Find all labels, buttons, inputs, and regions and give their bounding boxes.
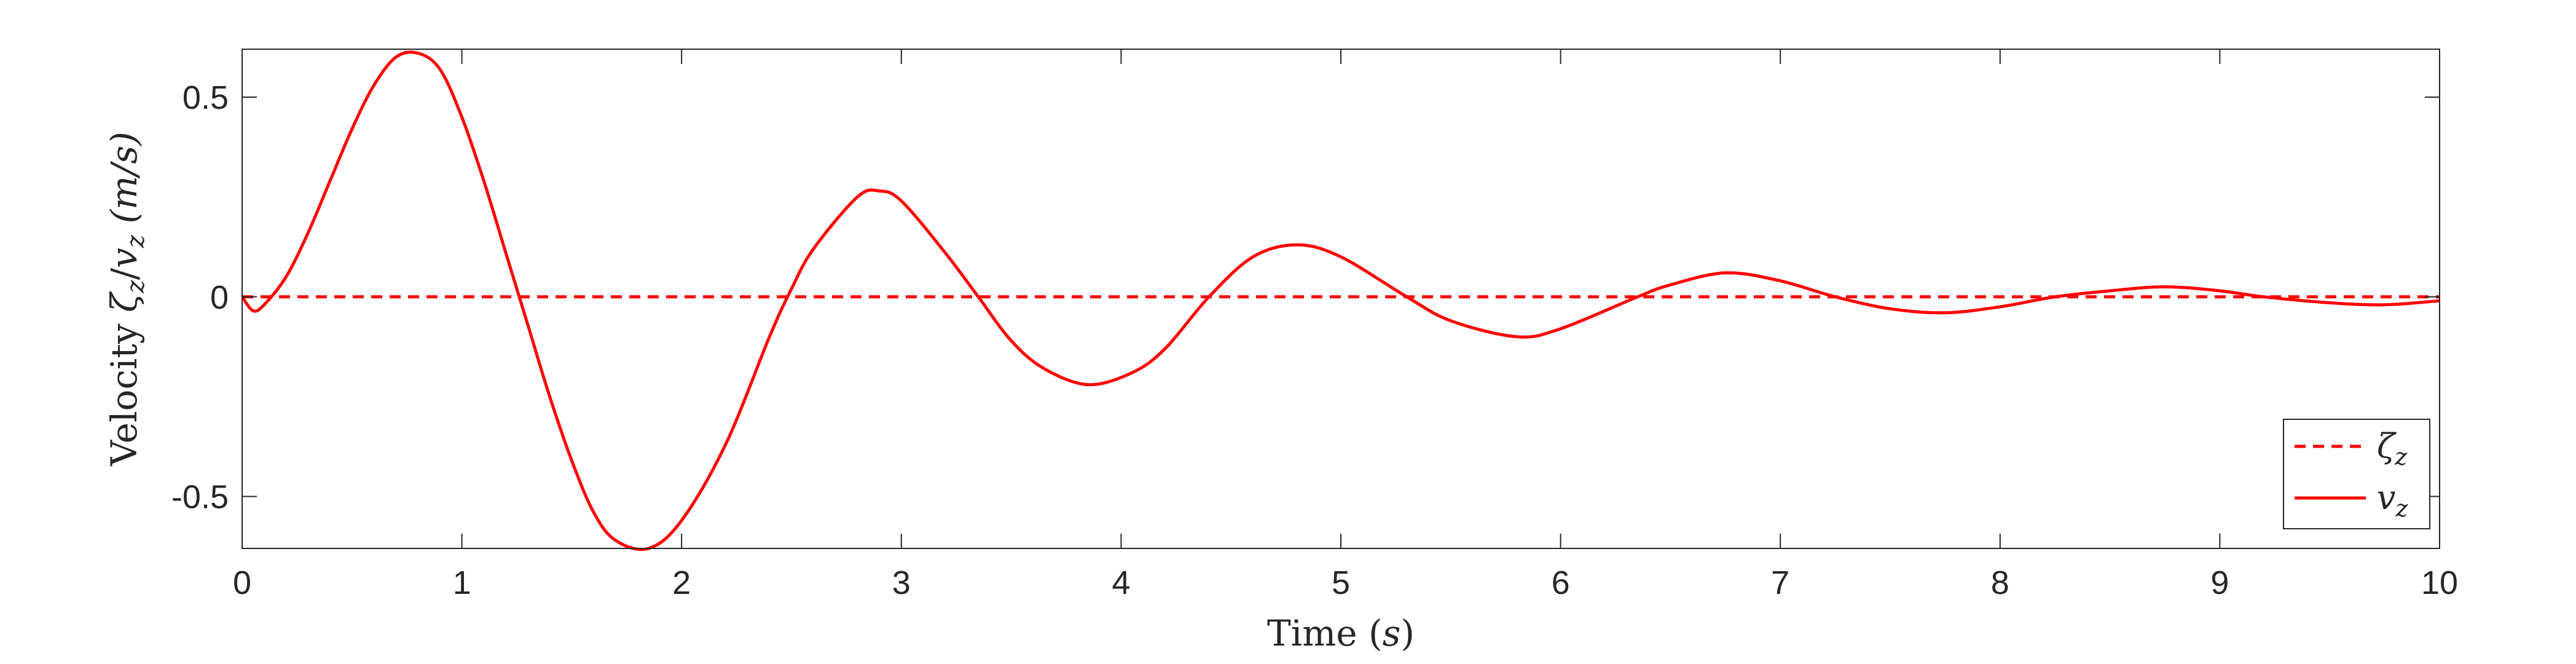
x-tick-label: 1 xyxy=(453,564,471,601)
y-tick-label: 0.5 xyxy=(183,79,229,116)
y-axis-label-v: v xyxy=(103,248,145,268)
legend-label-v-main: v xyxy=(2377,478,2396,517)
legend-label-zeta: ζz xyxy=(2377,427,2408,470)
ticks-layer: 0 1 2 3 4 5 6 7 8 9 10 -0.5 0 0.5 xyxy=(171,49,2458,601)
y-axis-label-zeta-sub: z xyxy=(122,280,150,294)
x-tick-label: 4 xyxy=(1112,564,1130,601)
x-tick-label: 5 xyxy=(1332,564,1350,601)
series-line-v-z xyxy=(240,50,2440,551)
y-tick-label: -0.5 xyxy=(171,479,229,516)
legend-label-zeta-sub: z xyxy=(2394,443,2408,470)
y-axis-label-slash: / xyxy=(103,267,145,280)
x-tick-label: 10 xyxy=(2421,564,2458,601)
y-axis-label: Velocity ζz/vz (m/s) xyxy=(103,132,150,467)
x-axis-label-prefix: Time ( xyxy=(1267,612,1383,654)
y-axis-label-unit: (m/s) xyxy=(103,132,145,235)
x-tick-label: 8 xyxy=(1991,564,2009,601)
x-tick-label: 7 xyxy=(1771,564,1789,601)
legend-label-v-sub: z xyxy=(2395,495,2409,522)
x-axis-label: Time (s) xyxy=(1267,612,1415,654)
y-axis-label-zeta: ζ xyxy=(103,291,145,312)
x-tick-label: 6 xyxy=(1552,564,1570,601)
legend-label-zeta-main: ζ xyxy=(2377,427,2397,465)
y-axis-label-prefix: Velocity xyxy=(103,312,145,467)
series-layer xyxy=(240,50,2440,551)
x-tick-label: 9 xyxy=(2210,564,2229,601)
y-axis-label-v-sub: z xyxy=(122,234,150,248)
x-axis-label-unit: s xyxy=(1383,612,1401,654)
y-tick-label: 0 xyxy=(210,279,229,316)
legend: ζz vz xyxy=(2283,419,2430,529)
x-tick-label: 0 xyxy=(233,564,251,601)
legend-label-v: vz xyxy=(2377,478,2409,522)
legend-box xyxy=(2283,419,2430,529)
x-tick-label: 3 xyxy=(892,564,911,601)
x-axis-label-suffix: ) xyxy=(1400,612,1415,654)
plot-background xyxy=(242,49,2440,548)
x-tick-label: 2 xyxy=(672,564,691,601)
